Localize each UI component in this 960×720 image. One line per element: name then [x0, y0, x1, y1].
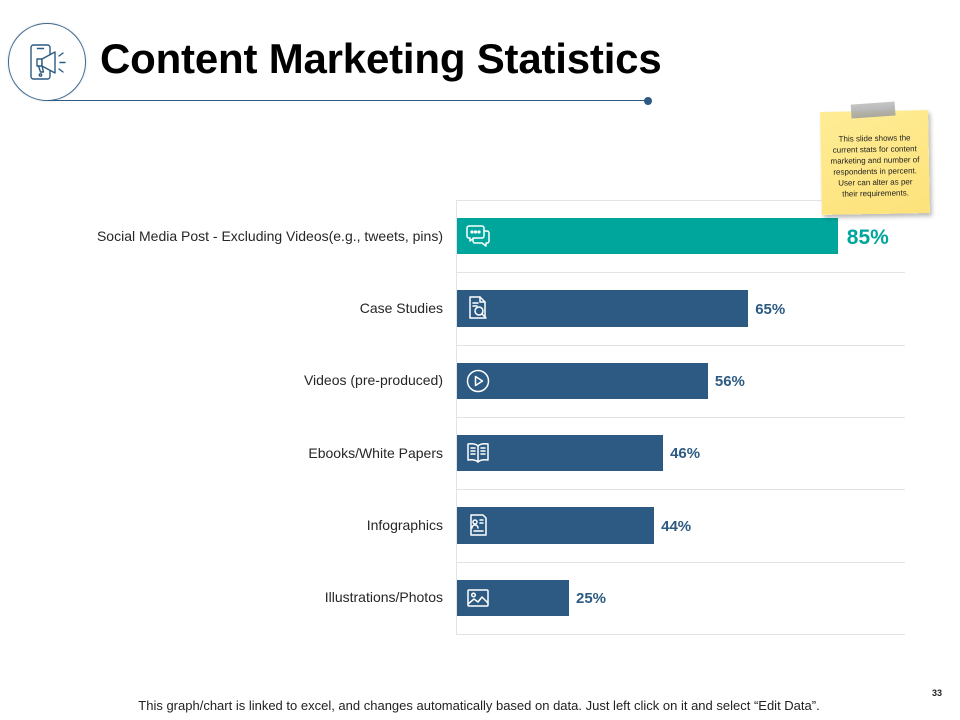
bar-illustrations-photos — [457, 579, 569, 617]
title-underline-dot — [644, 97, 652, 105]
bar-videos-pre-produced — [457, 362, 708, 400]
sticky-note-text: This slide shows the current stats for c… — [820, 132, 929, 200]
mobile-megaphone-icon — [30, 44, 66, 80]
gridline — [456, 272, 905, 274]
bar-social-media-post-excluding-videos-e-g-tweets-pins — [457, 217, 838, 255]
category-label-illustrations-photos: Illustrations/Photos — [324, 589, 443, 606]
category-label-ebooks-white-papers: Ebooks/White Papers — [308, 444, 443, 461]
gridline — [456, 634, 905, 635]
page-number: 33 — [931, 688, 942, 698]
document-search-icon — [465, 295, 491, 321]
header-icon-badge — [8, 23, 86, 101]
image-icon — [465, 585, 491, 611]
sticky-note-line: their requirements. — [842, 188, 909, 199]
infographic-document-icon — [465, 512, 491, 538]
sticky-note: This slide shows the current stats for c… — [820, 101, 930, 215]
play-circle-icon — [465, 368, 491, 394]
category-label-videos-pre-produced: Videos (pre-produced) — [303, 372, 443, 389]
open-book-icon — [465, 440, 491, 466]
gridline — [456, 417, 905, 418]
data-label-social-media-post-excluding-videos-e-g-tweets-pins: 85% — [846, 226, 889, 250]
gridline — [456, 200, 905, 201]
sticky-note-tape — [850, 101, 896, 119]
category-axis: Social Media Post - Excluding Videos(e.g… — [20, 200, 443, 634]
title-underline — [48, 100, 648, 102]
bar-chart[interactable]: Social Media Post - Excluding Videos(e.g… — [20, 200, 906, 635]
category-label-social-media-post-excluding-videos-e-g-tweets-pins: Social Media Post - Excluding Videos(e.g… — [96, 227, 443, 244]
page-title: Content Marketing Statistics — [100, 35, 662, 82]
bar-case-studies — [457, 290, 749, 327]
data-label-case-studies: 65% — [755, 300, 786, 318]
category-label-infographics: Infographics — [366, 517, 443, 533]
bar-ebooks-white-papers — [457, 434, 664, 472]
chat-bubbles-icon — [465, 223, 491, 249]
data-label-illustrations-photos: 25% — [576, 589, 607, 607]
data-label-infographics: 44% — [661, 517, 692, 535]
bar-infographics — [457, 507, 655, 544]
category-label-case-studies: Case Studies — [359, 300, 443, 316]
gridline — [456, 561, 905, 563]
footer-note: This graph/chart is linked to excel, and… — [138, 698, 820, 713]
plot-area[interactable]: 85% 65% 56% 46% 44% 25% — [456, 200, 905, 635]
gridline — [456, 489, 905, 491]
data-label-ebooks-white-papers: 46% — [670, 445, 701, 463]
data-label-videos-pre-produced: 56% — [714, 372, 745, 390]
gridline — [456, 344, 905, 346]
